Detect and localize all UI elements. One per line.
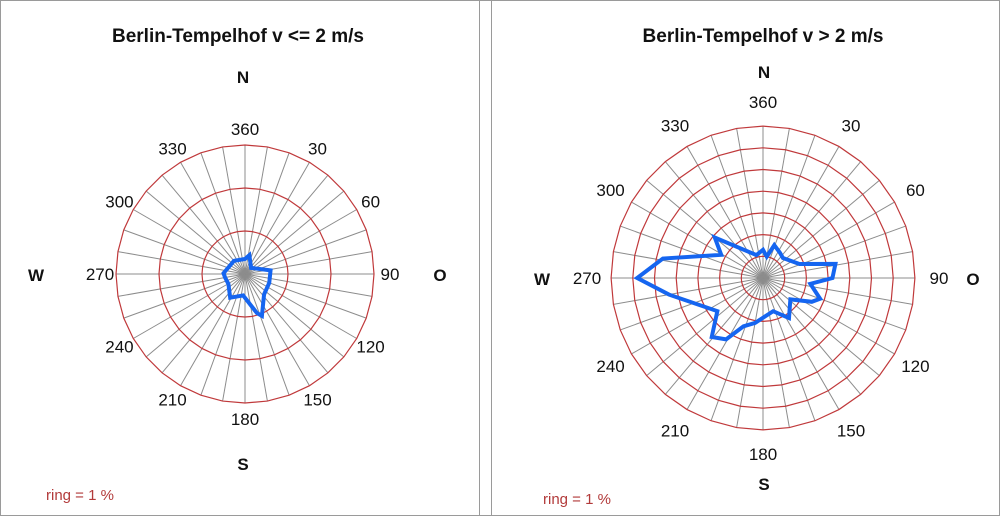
angle-tick-240: 240 xyxy=(105,338,133,357)
chart-title: Berlin-Tempelhof v <= 2 m/s xyxy=(112,26,364,47)
angle-tick-270: 270 xyxy=(573,269,601,288)
ring-scale-note: ring = 1 % xyxy=(543,491,611,508)
polar-grid xyxy=(610,125,916,431)
angle-tick-330: 330 xyxy=(661,117,689,136)
angle-tick-labels: 360 30 60 90 120 150 180 210 240 270 300 330 xyxy=(573,93,949,464)
angle-tick-150: 150 xyxy=(837,421,865,440)
angle-tick-210: 210 xyxy=(661,421,689,440)
compass-south: S xyxy=(758,475,769,494)
angle-tick-60: 60 xyxy=(906,181,925,200)
angle-tick-360: 360 xyxy=(231,120,259,139)
angle-tick-150: 150 xyxy=(303,391,331,410)
compass-east: O xyxy=(966,270,979,289)
ring-scale-note: ring = 1 % xyxy=(46,487,114,504)
compass-north: N xyxy=(237,68,249,87)
angle-tick-labels: 360 30 60 90 120 150 180 210 240 270 300 330 xyxy=(86,120,400,429)
angle-tick-30: 30 xyxy=(842,117,861,136)
wind-frequency-series xyxy=(633,233,838,342)
compass-north: N xyxy=(758,63,770,82)
angle-tick-180: 180 xyxy=(749,445,777,464)
angle-tick-300: 300 xyxy=(105,193,133,212)
angle-tick-60: 60 xyxy=(361,193,380,212)
angle-tick-90: 90 xyxy=(930,269,949,288)
angle-tick-90: 90 xyxy=(381,265,400,284)
panel-divider xyxy=(479,0,480,516)
angle-tick-120: 120 xyxy=(901,357,929,376)
compass-south: S xyxy=(237,455,248,474)
wind-rose-panel-high: Berlin-Tempelhof v > 2 m/s 360 30 60 90 120 1… xyxy=(492,0,1000,516)
wind-rose-chart-low: Berlin-Tempelhof v <= 2 m/s 360 30 60 90 120… xyxy=(28,26,447,504)
angle-tick-30: 30 xyxy=(308,139,327,158)
angle-tick-270: 270 xyxy=(86,265,114,284)
compass-east: O xyxy=(433,266,446,285)
panel-divider xyxy=(491,0,492,516)
wind-frequency-series xyxy=(221,251,273,320)
wind-rose-chart-high: Berlin-Tempelhof v > 2 m/s 360 30 60 90 120 1… xyxy=(534,26,980,508)
angle-tick-210: 210 xyxy=(158,391,186,410)
angle-tick-180: 180 xyxy=(231,410,259,429)
angle-tick-330: 330 xyxy=(158,139,186,158)
compass-west: W xyxy=(534,270,551,289)
angle-tick-360: 360 xyxy=(749,93,777,112)
wind-rose-panel-low: Berlin-Tempelhof v <= 2 m/s 360 30 60 90 120… xyxy=(0,0,480,516)
chart-title: Berlin-Tempelhof v > 2 m/s xyxy=(643,26,884,47)
compass-west: W xyxy=(28,266,45,285)
angle-tick-300: 300 xyxy=(596,181,624,200)
angle-tick-120: 120 xyxy=(356,338,384,357)
polar-grid xyxy=(115,144,375,404)
angle-tick-240: 240 xyxy=(596,357,624,376)
